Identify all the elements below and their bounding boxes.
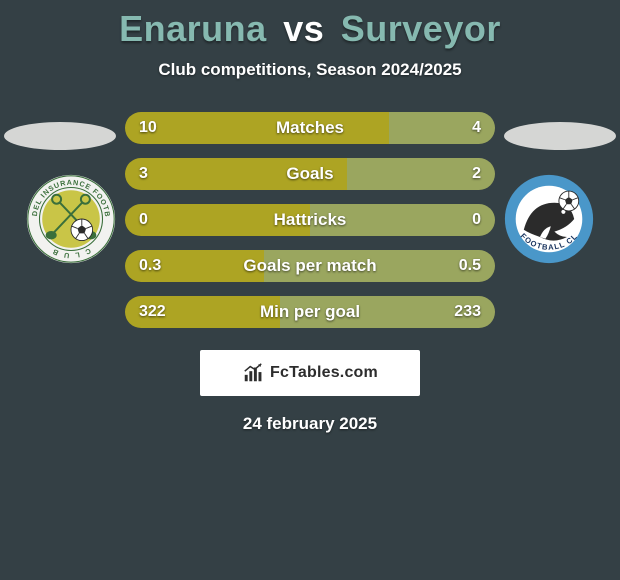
brand-text: FcTables.com	[270, 364, 378, 382]
ellipse-left	[4, 122, 116, 150]
player1-name: Enaruna	[119, 8, 267, 49]
chart-icon	[242, 362, 264, 384]
player2-name: Surveyor	[341, 8, 501, 49]
brand-box: FcTables.com	[200, 350, 420, 396]
bar-label: Hattricks	[125, 210, 495, 230]
bar-label: Min per goal	[125, 302, 495, 322]
subtitle: Club competitions, Season 2024/2025	[0, 60, 620, 80]
stat-bar: 104Matches	[125, 112, 495, 144]
bar-label: Matches	[125, 118, 495, 138]
bar-label: Goals per match	[125, 256, 495, 276]
club-logo-right: FOOTBALL CL	[504, 174, 594, 264]
content-area: BENDEL INSURANCE FOOTBALL C L U B	[0, 112, 620, 434]
stat-bar: 00Hattricks	[125, 204, 495, 236]
stat-bar: 0.30.5Goals per match	[125, 250, 495, 282]
stat-bar: 322233Min per goal	[125, 296, 495, 328]
stat-bar: 32Goals	[125, 158, 495, 190]
date-text: 24 february 2025	[0, 414, 620, 434]
comparison-bars: 104Matches 32Goals 00Hattricks 0.30.5Goals …	[125, 112, 495, 328]
comparison-title: Enaruna vs Surveyor	[0, 0, 620, 50]
versus-text: vs	[283, 8, 324, 49]
bar-label: Goals	[125, 164, 495, 184]
club-logo-left: BENDEL INSURANCE FOOTBALL C L U B	[26, 174, 116, 264]
ellipse-right	[504, 122, 616, 150]
